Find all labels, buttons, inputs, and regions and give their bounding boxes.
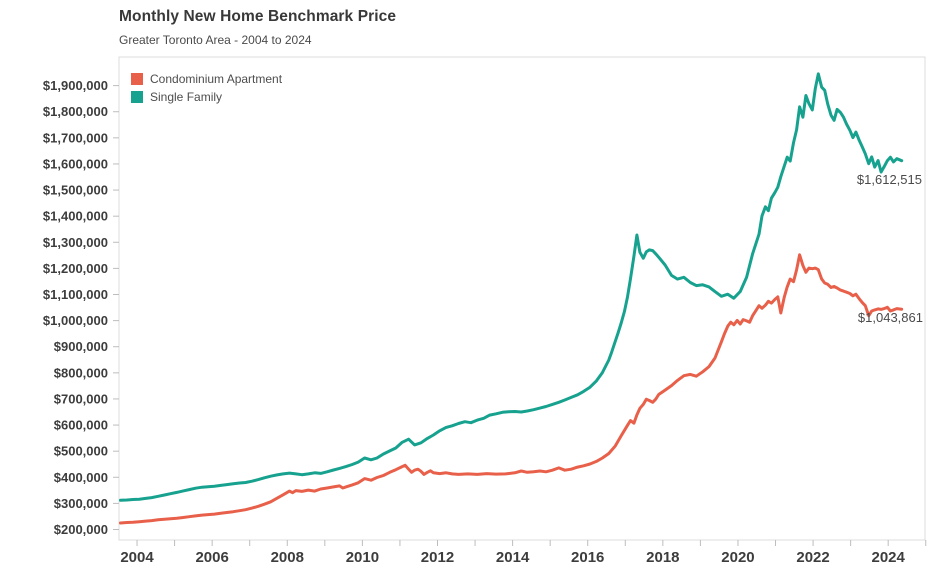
legend: Condominium Apartment Single Family [131,73,282,103]
series-line-condominium-apartment [119,253,904,525]
y-axis-tick-label: $1,200,000 [43,261,108,276]
legend-swatch-condominium-apartment [131,73,143,85]
plot-border [118,56,926,541]
x-axis-tick-label: 2016 [571,549,604,566]
condominium-end-value-label: $1,043,861 [857,310,923,325]
y-axis-tick-label: $500,000 [54,444,108,459]
chart-subtitle: Greater Toronto Area - 2004 to 2024 [119,33,312,47]
x-axis-tick-label: 2004 [120,549,154,566]
x-axis-tick-label: 2012 [421,549,454,566]
x-axis-tick-label: 2014 [496,549,530,566]
legend-label-condominium-apartment: Condominium Apartment [150,72,283,86]
x-axis-tick-label: 2022 [796,549,829,566]
y-axis-tick-label: $1,800,000 [43,104,108,119]
y-axis-tick-label: $1,300,000 [43,235,108,250]
legend-label-single-family: Single Family [150,90,223,104]
x-axis-tick-label: 2006 [195,549,228,566]
y-axis-tick-label: $900,000 [54,339,108,354]
y-axis-tick-label: $300,000 [54,496,108,511]
legend-swatch-single-family [131,91,143,103]
single-family-end-value-label: $1,612,515 [856,172,922,187]
x-axis-tick-label: 2018 [646,549,679,566]
y-axis-tick-label: $200,000 [54,522,108,537]
x-axis-tick-label: 2010 [346,549,379,566]
y-axis-tick-label: $700,000 [54,391,108,406]
y-axis-tick-label: $1,100,000 [43,287,108,302]
x-axis-tick-label: 2024 [872,549,906,566]
legend-item-single-family: Single Family [131,91,282,103]
y-axis-tick-label: $1,700,000 [43,130,108,145]
y-axis-tick-label: $600,000 [54,418,108,433]
y-axis-tick-label: $800,000 [54,365,108,380]
y-axis-tick-label: $1,500,000 [43,183,108,198]
chart-title: Monthly New Home Benchmark Price [119,8,397,25]
y-axis-tick-label: $1,000,000 [43,313,108,328]
y-axis-tick-label: $1,400,000 [43,209,108,224]
x-axis-tick-label: 2008 [271,549,304,566]
y-axis-tick-label: $1,600,000 [43,156,108,171]
series-line-single-family [119,72,904,502]
legend-item-condominium-apartment: Condominium Apartment [131,73,282,85]
y-axis-tick-label: $400,000 [54,470,108,485]
x-axis-tick-label: 2020 [721,549,754,566]
y-axis-tick-label: $1,900,000 [43,78,108,93]
